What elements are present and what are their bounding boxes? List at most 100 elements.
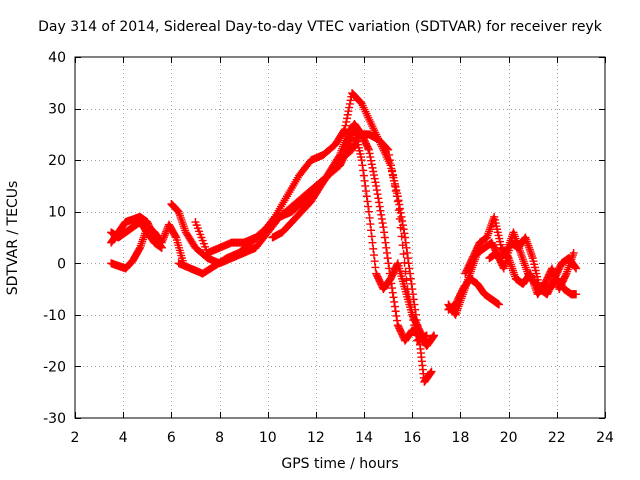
data-point [401, 233, 410, 242]
data-point [377, 214, 386, 223]
data-point [388, 166, 397, 175]
data-point [368, 163, 377, 172]
data-point [335, 152, 344, 161]
data-point [406, 274, 415, 283]
plot-frame [74, 56, 606, 419]
data-point [392, 192, 401, 201]
data-point [395, 204, 404, 213]
data-point [384, 145, 393, 154]
data-point [373, 190, 382, 199]
data-point [369, 167, 378, 176]
data-point [381, 238, 390, 247]
data-point [368, 238, 377, 247]
data-point [376, 206, 385, 215]
series-track-i [444, 274, 503, 314]
data-point [369, 251, 378, 260]
data-point [391, 187, 400, 196]
data-point [397, 232, 406, 241]
data-point [358, 161, 367, 170]
data-point [400, 258, 409, 267]
data-point [366, 153, 375, 162]
data-point [157, 243, 166, 252]
data-point [364, 202, 373, 211]
data-point [390, 181, 399, 190]
data-point [159, 235, 168, 244]
data-point [383, 144, 392, 153]
data-point [380, 233, 389, 242]
data-point [346, 96, 355, 105]
x-axis-label: GPS time / hours [281, 456, 399, 472]
data-point [162, 227, 171, 236]
data-point [363, 197, 372, 206]
data-point [378, 219, 387, 228]
data-point [396, 223, 405, 232]
data-point [367, 160, 376, 169]
data-point [342, 117, 351, 126]
data-point [389, 171, 397, 180]
data-point [561, 271, 570, 280]
data-point [367, 226, 376, 235]
x-tick-label: 4 [119, 430, 128, 446]
data-point [370, 174, 379, 183]
data-point [159, 233, 168, 242]
x-tick-label: 8 [215, 430, 224, 446]
data-point [369, 244, 378, 253]
data-point [341, 121, 350, 130]
data-point [375, 202, 384, 211]
data-point [386, 156, 395, 165]
data-point [364, 207, 373, 216]
data-point [365, 213, 374, 222]
data-point [407, 279, 416, 288]
y-tick-label: -20 [43, 359, 66, 375]
data-point [370, 257, 379, 266]
data-point [572, 290, 581, 299]
x-tick-label: 2 [71, 430, 80, 446]
data-point [367, 156, 376, 165]
data-point [387, 161, 396, 170]
x-tick-label: 18 [452, 430, 470, 446]
data-point [385, 264, 394, 273]
data-point [426, 368, 435, 377]
data-point [359, 171, 368, 180]
data-point [384, 259, 393, 268]
data-point [372, 181, 381, 190]
data-point [429, 332, 438, 341]
y-axis-label: SDTVAR / TECUs [5, 180, 21, 296]
data-point [495, 300, 503, 309]
x-tick-label: 20 [500, 430, 518, 446]
x-tick-label: 14 [355, 430, 373, 446]
data-point [360, 176, 369, 185]
x-tick-label: 6 [167, 430, 176, 446]
data-point [572, 264, 581, 273]
data-point [364, 145, 373, 154]
data-point [374, 194, 383, 203]
data-point [382, 248, 391, 257]
data-points [107, 89, 581, 386]
data-point [372, 186, 381, 195]
data-point [369, 171, 378, 180]
data-point [406, 269, 415, 278]
data-point [366, 220, 375, 229]
data-point [390, 302, 399, 311]
y-tick-label: 40 [48, 50, 66, 66]
data-point [377, 210, 386, 219]
data-point [388, 284, 397, 293]
data-point [392, 311, 401, 320]
data-point [375, 198, 384, 207]
data-point [342, 114, 351, 123]
x-tick-label: 24 [596, 430, 614, 446]
data-point [429, 331, 438, 340]
data-point [427, 367, 436, 376]
data-point [395, 214, 404, 223]
data-point [160, 231, 169, 240]
data-point [161, 229, 170, 238]
data-point [386, 274, 395, 283]
data-point [345, 103, 354, 112]
data-point [387, 279, 396, 288]
data-point [393, 316, 402, 325]
data-point [361, 181, 370, 190]
x-tick-label: 12 [307, 430, 325, 446]
data-point [389, 293, 398, 302]
data-point [344, 107, 353, 116]
data-point [371, 178, 380, 187]
